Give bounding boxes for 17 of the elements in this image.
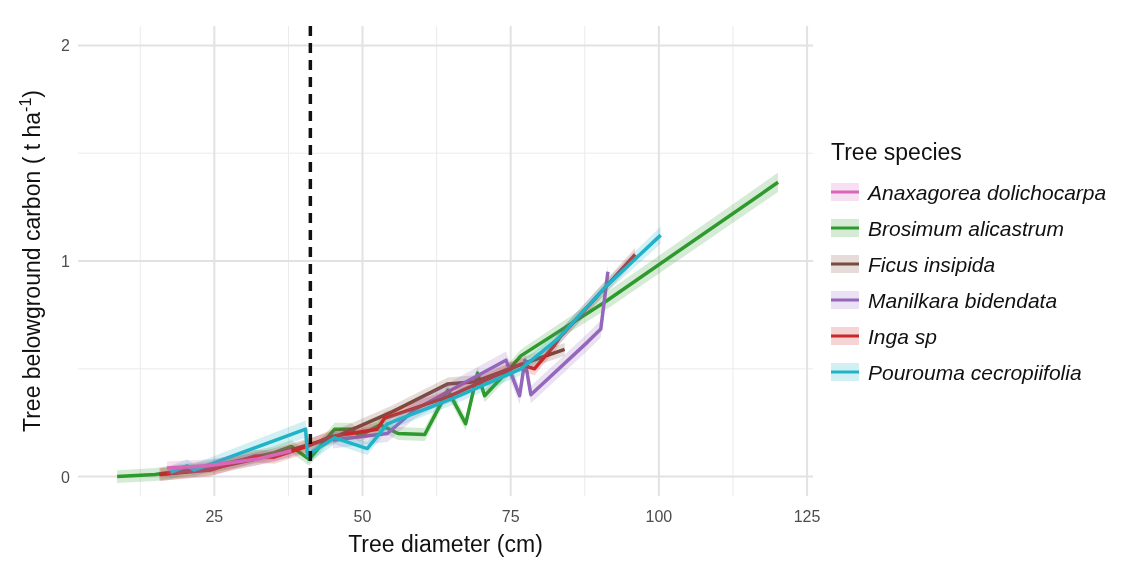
line-series (165, 448, 294, 470)
x-tick-label: 100 (645, 508, 673, 525)
y-tick-label: 0 (61, 468, 71, 486)
y-tick-label: 1 (61, 253, 71, 270)
legend-label: Anaxagorea dolichocarpa (866, 181, 1107, 204)
legend-label: Brosimum alicastrum (868, 217, 1065, 240)
x-tick-label: 25 (205, 508, 224, 525)
x-tick-label: 125 (793, 508, 821, 525)
legend-label: Manilkara bidendata (868, 289, 1058, 312)
x-tick-label: 75 (501, 508, 520, 525)
x-axis-title: Tree diameter (cm) (348, 531, 543, 557)
legend-label: Ficus insipida (868, 253, 996, 276)
y-tick-label: 2 (61, 37, 71, 55)
legend-label: Pourouma cecropiifolia (868, 361, 1082, 384)
legend-title: Tree species (831, 139, 962, 165)
x-tick-label: 50 (353, 508, 372, 525)
legend-label: Inga sp (868, 325, 937, 348)
